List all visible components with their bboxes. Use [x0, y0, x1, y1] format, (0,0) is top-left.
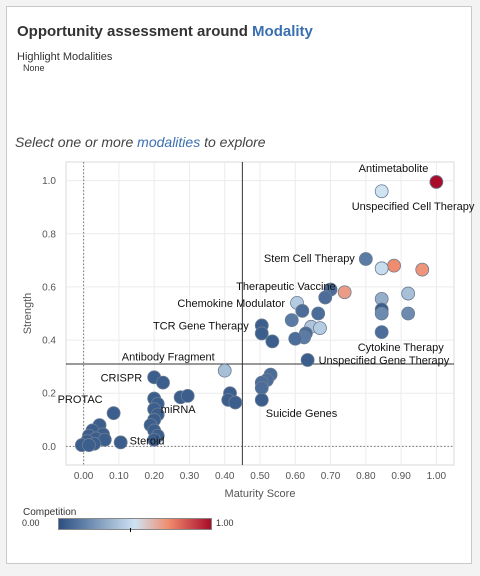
- data-point[interactable]: [106, 406, 121, 421]
- data-point[interactable]: [401, 306, 416, 321]
- data-point[interactable]: [429, 175, 444, 189]
- title-accent: Modality: [252, 23, 313, 40]
- x-tick-label: 0.10: [109, 471, 129, 482]
- data-point[interactable]: [300, 353, 315, 367]
- data-point[interactable]: [401, 286, 416, 301]
- point-label: Stem Cell Therapy: [264, 253, 355, 265]
- data-point[interactable]: [374, 306, 389, 321]
- data-point[interactable]: [318, 290, 333, 305]
- data-point[interactable]: [374, 325, 389, 340]
- y-tick-label: 1.0: [42, 176, 56, 187]
- data-point[interactable]: [82, 438, 96, 452]
- point-label: Unspecified Gene Therapy: [319, 355, 450, 367]
- data-point[interactable]: [311, 306, 326, 321]
- prompt-accent[interactable]: modalities: [137, 134, 201, 150]
- point-labels: Antimetabolite Unspecified Cell Therapy St…: [58, 163, 475, 447]
- point-label: Cytokine Therapy: [358, 342, 445, 354]
- explore-prompt: Select one or more modalities to explore: [15, 134, 266, 150]
- y-tick-label: 0.4: [42, 336, 56, 347]
- point-label: TCR Gene Therapy: [153, 320, 249, 332]
- highlight-modalities-select[interactable]: None: [23, 63, 45, 73]
- point-label: Antibody Fragment: [122, 352, 215, 364]
- legend-marker: [130, 528, 131, 532]
- legend-title: Competition: [23, 507, 77, 518]
- x-tick-label: 0.70: [321, 471, 341, 482]
- prompt-before: Select one or more: [15, 134, 138, 150]
- data-point[interactable]: [295, 303, 310, 318]
- x-tick-label: 0.90: [391, 471, 411, 482]
- data-point[interactable]: [374, 184, 389, 199]
- data-point[interactable]: [254, 381, 269, 395]
- data-points[interactable]: [74, 175, 444, 452]
- data-point[interactable]: [113, 435, 128, 450]
- x-tick-label: 0.30: [180, 471, 200, 482]
- data-point[interactable]: [313, 321, 327, 336]
- data-point[interactable]: [254, 392, 269, 407]
- data-point[interactable]: [358, 252, 373, 266]
- data-point[interactable]: [374, 261, 389, 276]
- legend-min-label: 0.00: [22, 518, 40, 528]
- point-label: Chemokine Modulator: [177, 298, 285, 310]
- x-tick-label: 0.40: [215, 471, 235, 482]
- tick-labels: 0.00 0.10 0.20 0.30 0.40 0.50 0.60 0.70 0.80 0.90…: [42, 176, 446, 482]
- y-tick-label: 0.2: [42, 389, 56, 400]
- x-axis-label: Maturity Score: [225, 488, 296, 500]
- point-label: Antimetabolite: [359, 163, 429, 175]
- data-point[interactable]: [217, 363, 232, 378]
- data-point[interactable]: [415, 262, 430, 277]
- x-tick-label: 0.00: [74, 471, 94, 482]
- reference-lines: [66, 162, 454, 465]
- x-tick-label: 0.80: [356, 471, 376, 482]
- x-tick-label: 0.50: [250, 471, 270, 482]
- y-axis-label: Strength: [22, 293, 34, 335]
- highlight-modalities-label: Highlight Modalities: [17, 51, 113, 63]
- page-title: Opportunity assessment around Modality: [17, 23, 313, 40]
- point-label: Therapeutic Vaccine: [236, 281, 335, 293]
- y-tick-label: 0.8: [42, 229, 56, 240]
- data-point[interactable]: [228, 395, 243, 410]
- data-point[interactable]: [180, 388, 195, 403]
- point-label: PROTAC: [58, 394, 103, 406]
- x-tick-label: 0.60: [286, 471, 306, 482]
- title-prefix: Opportunity assessment around: [17, 23, 253, 40]
- data-point[interactable]: [387, 258, 401, 273]
- point-label: CRISPR: [101, 372, 143, 384]
- data-point[interactable]: [288, 331, 303, 346]
- legend-max-label: 1.00: [216, 518, 234, 528]
- point-label: Steroid: [130, 435, 165, 447]
- y-tick-label: 0.6: [42, 282, 56, 293]
- point-label: Suicide Genes: [266, 408, 338, 420]
- data-point[interactable]: [265, 334, 280, 349]
- x-tick-label: 0.20: [144, 471, 164, 482]
- x-tick-label: 1.00: [427, 471, 447, 482]
- data-point[interactable]: [254, 326, 269, 341]
- prompt-after: to explore: [200, 134, 266, 150]
- data-point[interactable]: [147, 432, 162, 447]
- data-point[interactable]: [337, 285, 352, 300]
- color-legend-bar: [58, 518, 212, 530]
- point-label: miRNA: [161, 404, 196, 416]
- data-point[interactable]: [284, 313, 299, 328]
- point-label: Unspecified Cell Therapy: [352, 201, 475, 213]
- data-point[interactable]: [156, 375, 170, 390]
- y-tick-label: 0.0: [42, 442, 56, 453]
